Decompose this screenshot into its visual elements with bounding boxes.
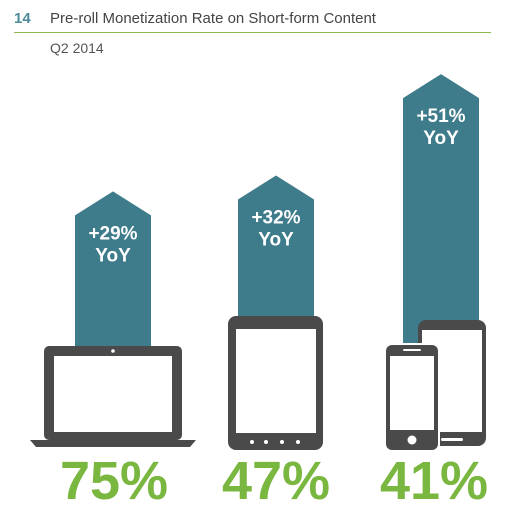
yoy-label-2-0: +51% <box>416 106 465 127</box>
smartphones-icon <box>384 320 486 452</box>
chart-header: 14 Pre-roll Monetization Rate on Short-f… <box>14 10 491 33</box>
chart-title: Pre-roll Monetization Rate on Short-form… <box>50 10 376 27</box>
yoy-label-1-1: YoY <box>258 229 294 250</box>
value-label-tablet: 47% <box>221 451 331 511</box>
yoy-arrow-1 <box>238 175 314 346</box>
chart-number: 14 <box>14 10 31 27</box>
value-label-desktop: 75% <box>59 451 169 511</box>
tablet-icon <box>228 316 323 450</box>
yoy-label-0-1: YoY <box>95 245 131 266</box>
chart-subtitle: Q2 2014 <box>50 40 104 56</box>
yoy-arrow-0 <box>75 191 151 346</box>
yoy-arrow-2 <box>403 74 479 347</box>
yoy-label-0-0: +29% <box>88 223 137 244</box>
value-label-smartphone: 41% <box>379 451 489 511</box>
laptop-icon <box>30 346 196 447</box>
yoy-label-1-0: +32% <box>251 207 300 228</box>
yoy-label-2-1: YoY <box>423 128 459 149</box>
